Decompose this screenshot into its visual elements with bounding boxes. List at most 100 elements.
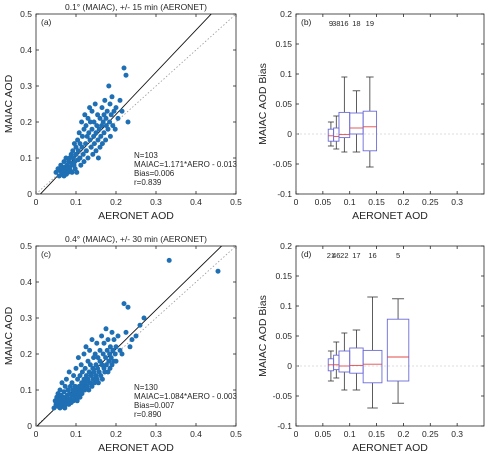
data-point [96,126,102,132]
scatter-points [51,257,221,411]
y-tick-label: 0.1 [20,153,32,163]
data-point [97,347,103,353]
stat-line: MAIAC=1.171*AERO - 0.013 [134,160,237,169]
data-point [73,365,79,371]
y-axis-label: MAIAC AOD Bias [257,63,269,145]
x-tick-label: 0.1 [344,429,356,439]
data-point [101,130,107,136]
y-tick-label: 0.05 [275,99,292,109]
panel-b: 0 0.05 0.1 0.15 0.2 0.25 0.3 -0.1 -0.05 0 0.05 0.1 0… [257,9,485,222]
data-point [113,105,119,111]
data-point [76,130,82,136]
y-tick-label: 0.05 [275,331,292,341]
data-point [91,133,97,139]
sample-count-label: 38 [332,19,340,28]
iqr-box [338,350,351,373]
y-tick-label: 0.15 [275,39,292,49]
box-group: 5 [386,251,410,404]
data-point [133,333,139,339]
box-group: 17 [349,251,364,391]
y-tick-label: 0.1 [280,69,292,79]
data-point [99,333,105,339]
data-point [81,159,87,165]
y-tick-label: 0 [287,129,292,139]
data-point [102,97,108,103]
sample-count-label: 21 [327,251,335,260]
data-point [70,148,76,154]
data-point [79,133,85,139]
y-axis-label: MAIAC AOD Bias [257,295,269,377]
x-axis-label: AERONET AOD [98,210,174,222]
y-tick-label: 0 [27,189,32,199]
x-tick-label: 0.4 [190,197,202,207]
data-point [57,387,63,393]
data-point [85,115,91,121]
data-point [91,141,97,147]
data-point [82,112,88,118]
data-point [103,115,109,121]
stat-line: r=0.839 [134,178,162,187]
sample-count-label: 5 [396,251,400,260]
stat-line: N=130 [134,383,158,392]
data-point [123,329,129,335]
data-point [61,389,67,395]
data-point [100,351,106,357]
data-point [115,115,121,121]
x-tick-label: 0 [294,429,299,439]
y-tick-label: 0.15 [275,271,292,281]
data-point [77,373,83,379]
data-point [99,376,105,382]
y-tick-label: -0.1 [277,189,292,199]
data-point [93,148,99,154]
panel-label: (a) [41,17,52,27]
data-point [94,340,100,346]
data-point [89,108,95,114]
x-tick-label: 0.2 [110,197,122,207]
y-tick-label: 0.3 [20,81,32,91]
data-point [83,123,89,129]
data-point [123,72,129,78]
data-point [104,108,110,114]
data-point [112,126,118,132]
data-point [103,137,109,143]
data-point [75,137,81,143]
x-tick-label: 0.15 [368,429,385,439]
box-group: 18 [349,19,364,153]
data-point [112,351,118,357]
data-point [105,337,111,343]
data-point [95,137,101,143]
stat-line: Bias=0.006 [134,169,175,178]
x-tick-label: 0 [294,197,299,207]
data-point [111,337,117,343]
x-axis-label: AERONET AOD [98,442,174,454]
data-point [79,369,85,375]
data-point [95,155,101,161]
data-point [106,83,112,89]
data-point [77,155,83,161]
y-tick-label: 0.5 [20,241,32,251]
data-point [94,123,100,129]
data-point [110,123,116,129]
data-point [73,144,79,150]
data-point [103,326,109,332]
data-point [106,358,112,364]
data-point [125,119,131,125]
data-point [62,383,68,389]
chart-title: 0.4° (MAIAC), +/- 30 min (AERONET) [65,234,207,244]
data-point [107,133,113,139]
x-tick-label: 0.1 [344,197,356,207]
stat-line: r=0.890 [134,410,162,419]
data-point [78,162,84,168]
sample-count-label: 46 [332,251,340,260]
data-point [119,108,125,114]
data-point [110,347,116,353]
y-tick-label: -0.05 [273,391,293,401]
iqr-box [327,128,335,142]
stat-line: N=103 [134,151,158,160]
y-tick-label: 0.1 [20,385,32,395]
data-point [89,383,95,389]
x-axis-label: AERONET AOD [352,210,428,222]
data-point [79,119,85,125]
iqr-box [349,112,364,135]
data-point [73,151,79,157]
